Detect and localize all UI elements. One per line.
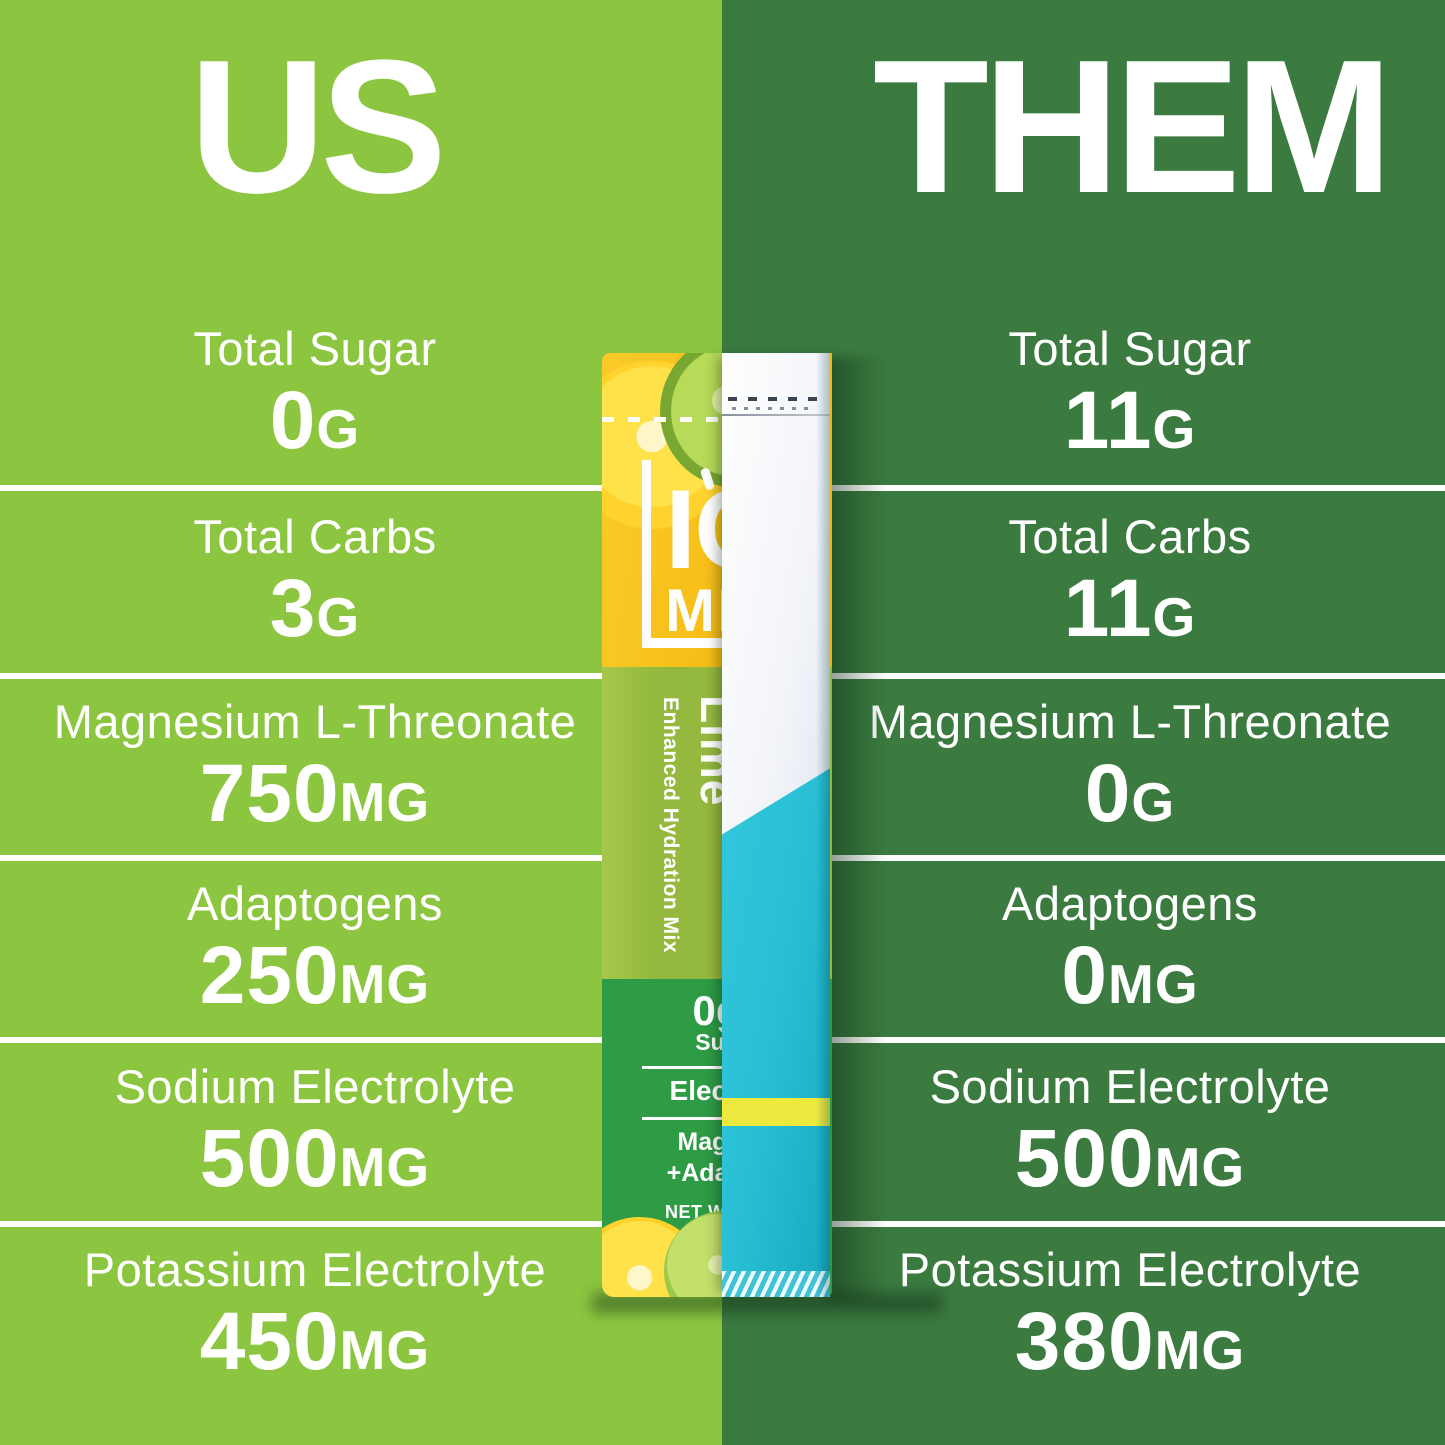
competitor-pack-yellow-band	[722, 1098, 830, 1126]
row-unit: MG	[1108, 952, 1199, 1015]
row-unit: MG	[339, 1135, 431, 1198]
us-row-sodium: Sodium Electrolyte 500MG	[0, 1039, 630, 1219]
row-unit: MG	[339, 770, 431, 833]
competitor-pack-edge-fold	[816, 353, 830, 1297]
row-unit: G	[316, 397, 361, 460]
row-value: 380MG	[1014, 1295, 1246, 1387]
pack-tagline-text: Enhanced Hydration Mix	[659, 697, 682, 954]
them-column: THEM Total Sugar 11G Total Carbs 11G Mag…	[815, 0, 1445, 1445]
us-row-total-sugar: Total Sugar 0G	[0, 298, 630, 484]
them-row-magnesium: Magnesium L-Threonate 0G	[815, 675, 1445, 853]
row-value: 500MG	[199, 1112, 431, 1204]
row-label: Magnesium L-Threonate	[868, 694, 1392, 748]
row-label: Potassium Electrolyte	[898, 1242, 1362, 1296]
row-unit: G	[1152, 397, 1197, 460]
row-label: Total Carbs	[1008, 509, 1252, 563]
row-label: Total Carbs	[193, 509, 437, 563]
row-value: 0G	[1084, 747, 1176, 839]
them-row-sodium: Sodium Electrolyte 500MG	[815, 1039, 1445, 1219]
row-value: 11G	[1063, 374, 1197, 466]
perforation-dot-line	[732, 407, 816, 410]
row-unit: MG	[339, 1318, 431, 1381]
row-label: Sodium Electrolyte	[114, 1059, 516, 1113]
competitor-stick-pack-image	[722, 353, 830, 1297]
pack-crease-line	[722, 414, 830, 416]
pack-rule	[642, 1116, 792, 1120]
row-unit: G	[1131, 770, 1176, 833]
them-row-adaptogens: Adaptogens 0MG	[815, 857, 1445, 1035]
competitor-pack-teal-panel	[722, 768, 830, 1297]
them-title: THEM	[872, 21, 1393, 233]
row-label: Magnesium L-Threonate	[53, 694, 577, 748]
row-value: 3G	[269, 562, 361, 654]
us-row-adaptogens: Adaptogens 250MG	[0, 857, 630, 1035]
row-label: Potassium Electrolyte	[83, 1242, 547, 1296]
row-label: Adaptogens	[187, 876, 443, 930]
row-value: 250MG	[199, 929, 431, 1021]
row-value: 0MG	[1061, 929, 1199, 1021]
us-title: US	[189, 21, 447, 233]
row-label: Adaptogens	[1002, 876, 1258, 930]
perforation-dash-line	[728, 397, 820, 401]
pack-bottom-shadow	[592, 1293, 942, 1313]
row-value: 11G	[1063, 562, 1197, 654]
us-panel-background	[0, 0, 722, 1445]
row-unit: G	[316, 585, 361, 648]
us-row-potassium: Potassium Electrolyte 450MG	[0, 1223, 630, 1401]
row-value: 500MG	[1014, 1112, 1246, 1204]
us-column: US Total Sugar 0G Total Carbs 3G Magnesi…	[0, 0, 630, 1445]
us-row-total-carbs: Total Carbs 3G	[0, 487, 630, 671]
them-row-total-carbs: Total Carbs 11G	[815, 487, 1445, 671]
row-unit: MG	[1154, 1318, 1246, 1381]
row-label: Sodium Electrolyte	[929, 1059, 1331, 1113]
row-unit: G	[1152, 585, 1197, 648]
them-row-total-sugar: Total Sugar 11G	[815, 298, 1445, 484]
competitor-pack-crimp-seal	[722, 1271, 830, 1297]
row-value: 450MG	[199, 1295, 431, 1387]
row-unit: MG	[339, 952, 431, 1015]
row-value: 0G	[269, 374, 361, 466]
row-value: 750MG	[199, 747, 431, 839]
pack-rule	[642, 1065, 792, 1069]
row-label: Total Sugar	[193, 321, 437, 375]
row-label: Total Sugar	[1008, 321, 1252, 375]
tear-dash-line	[602, 417, 832, 422]
them-row-potassium: Potassium Electrolyte 380MG	[815, 1223, 1445, 1401]
us-row-magnesium: Magnesium L-Threonate 750MG	[0, 675, 630, 853]
row-unit: MG	[1154, 1135, 1246, 1198]
pack-side-shadow	[824, 356, 886, 1301]
